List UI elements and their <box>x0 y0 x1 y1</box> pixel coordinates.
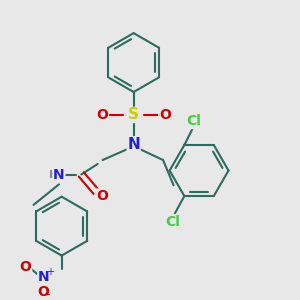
Text: N: N <box>38 270 50 284</box>
Text: H: H <box>49 170 58 180</box>
Text: O: O <box>97 189 109 203</box>
Text: S: S <box>128 107 139 122</box>
Text: O: O <box>159 108 171 122</box>
Text: O: O <box>38 285 50 298</box>
Text: -: - <box>46 288 50 300</box>
Text: N: N <box>127 137 140 152</box>
Text: +: + <box>46 267 54 277</box>
Text: O: O <box>20 260 32 274</box>
Text: O: O <box>97 108 109 122</box>
Text: Cl: Cl <box>187 115 202 128</box>
Text: Cl: Cl <box>166 214 180 229</box>
Text: N: N <box>53 168 65 182</box>
